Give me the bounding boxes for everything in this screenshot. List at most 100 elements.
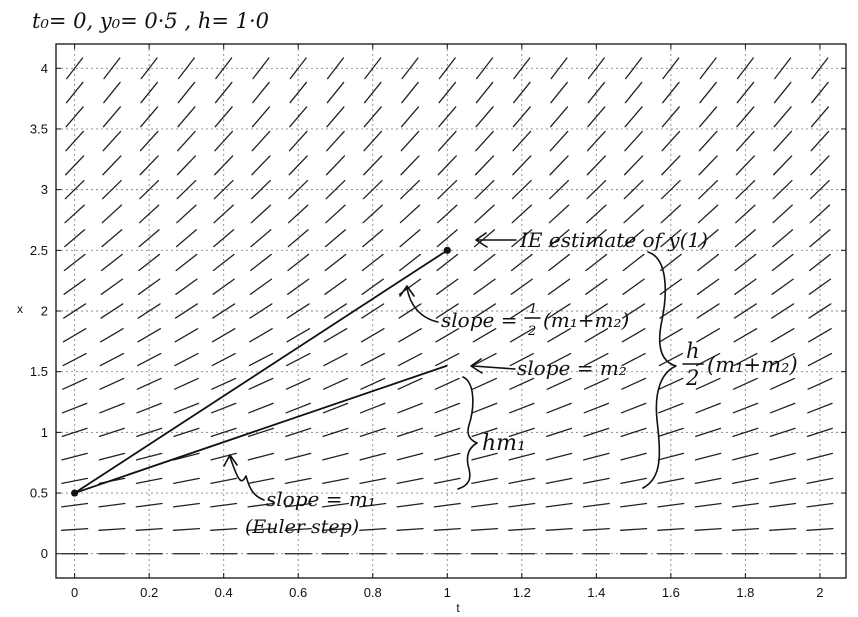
slope-segment <box>509 377 535 390</box>
y-tick-label: 2 <box>41 304 48 319</box>
slope-segment <box>695 427 722 438</box>
slope-segment <box>285 402 311 414</box>
slope-segment <box>734 253 757 272</box>
slope-segment <box>699 57 717 80</box>
slope-segment <box>471 427 498 438</box>
slope-segment <box>399 204 421 224</box>
slope-segment <box>177 57 195 80</box>
slope-segment <box>546 377 572 390</box>
slope-segment <box>289 106 308 128</box>
slope-segment <box>250 253 272 272</box>
slope-segment <box>695 377 721 390</box>
slope-segment <box>398 328 422 343</box>
slope-segment <box>138 229 160 248</box>
slope-segment <box>694 502 722 508</box>
slope-segment <box>735 179 756 200</box>
slope-segment <box>584 303 608 319</box>
slope-segment <box>473 229 496 248</box>
chart-title: t₀= 0, y₀= 0·5 , h= 1·0 <box>32 9 269 33</box>
slope-segment <box>660 204 682 224</box>
slope-segment <box>582 527 610 531</box>
slope-segment <box>396 427 424 438</box>
slope-segment <box>396 477 424 485</box>
slope-segment <box>771 278 794 295</box>
slope-segment <box>289 81 308 104</box>
slope-segment <box>809 204 831 224</box>
slope-segment <box>137 278 161 295</box>
slope-segment <box>545 477 573 485</box>
slope-segment <box>736 57 754 80</box>
slope-segment <box>661 130 681 152</box>
slope-segment <box>806 477 834 485</box>
slope-segment <box>806 427 833 438</box>
slope-segment <box>434 377 460 390</box>
slope-segment <box>399 253 421 272</box>
slope-segment <box>808 278 832 295</box>
slope-segment <box>213 179 234 200</box>
slope-segment <box>321 502 350 508</box>
annotation-ie-estimate: IE estimate of y(1) <box>475 228 708 252</box>
slope-segment <box>807 352 833 367</box>
slope-segment <box>61 502 89 508</box>
slope-segment <box>433 477 461 485</box>
solution-point <box>443 246 451 254</box>
slope-segment <box>473 253 496 272</box>
slope-field <box>60 57 834 555</box>
slope-segment <box>361 253 384 272</box>
x-tick-label: 0.4 <box>215 585 233 600</box>
slope-segment <box>662 81 680 104</box>
y-tick-label: 4 <box>41 61 48 76</box>
slope-segment <box>284 477 312 485</box>
slope-segment <box>433 502 461 508</box>
slope-segment <box>63 253 86 272</box>
slope-segment <box>474 179 495 200</box>
slope-segment <box>621 352 646 367</box>
x-tick-label: 1.6 <box>662 585 680 600</box>
slope-segment <box>100 303 124 319</box>
slope-segment <box>623 204 644 224</box>
slope-segment <box>736 81 755 104</box>
slope-segment <box>139 179 160 200</box>
slope-segment <box>210 477 238 485</box>
slope-segment <box>808 303 832 319</box>
slope-segment <box>660 179 681 200</box>
slope-segment <box>397 402 423 414</box>
slope-segment <box>586 204 607 224</box>
slope-segment <box>623 155 644 176</box>
ie-estimate-label: IE estimate of y(1) <box>519 228 708 252</box>
slope-segment <box>658 402 684 414</box>
slope-segment <box>98 502 126 508</box>
slope-segment <box>699 106 718 128</box>
slope-segment <box>323 377 348 390</box>
slope-average-frac-den: 2 <box>527 324 536 339</box>
slope-segment <box>508 427 535 438</box>
slope-segment <box>177 81 196 104</box>
step-lines <box>71 246 451 497</box>
slope-segment <box>660 229 682 248</box>
slope-segment <box>697 204 719 224</box>
slope-segment <box>661 106 680 128</box>
slope-segment <box>100 328 124 343</box>
x-tick-label: 2 <box>816 585 823 600</box>
slope-segment <box>172 502 200 508</box>
slope-segment <box>101 179 122 200</box>
slope-segment <box>363 81 382 104</box>
slope-segment <box>772 204 793 224</box>
slope-segment <box>583 402 610 414</box>
slope-segment <box>773 81 792 104</box>
slope-segment <box>102 106 121 128</box>
slope-segment <box>769 527 797 531</box>
slope-segment <box>435 328 460 343</box>
slope-segment <box>212 278 235 295</box>
slope-segment <box>361 303 385 319</box>
x-tick-label: 0.6 <box>289 585 307 600</box>
slope-segment <box>587 81 606 104</box>
slope-segment <box>731 527 760 531</box>
slope-segment <box>508 452 536 461</box>
slope-segment <box>624 81 643 104</box>
slope-segment <box>586 130 606 152</box>
slope-segment <box>247 452 275 461</box>
slope-segment <box>769 477 797 485</box>
slope-segment <box>140 106 159 128</box>
slope-average-prefix: slope = <box>441 308 517 332</box>
